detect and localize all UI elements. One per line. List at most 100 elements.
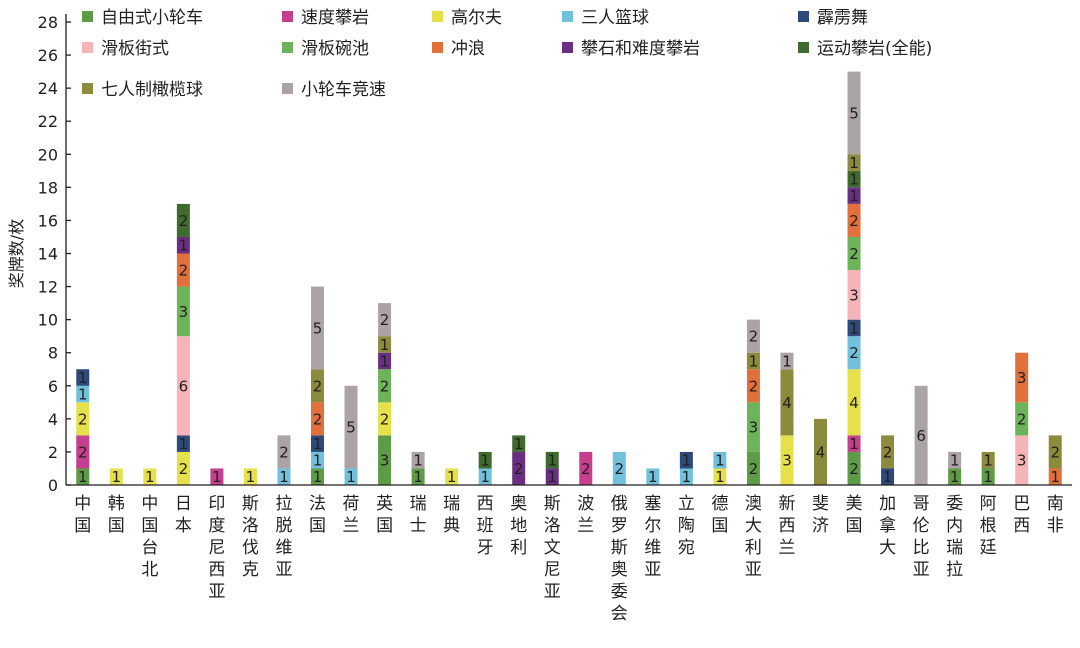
- bar-segment: [847, 154, 861, 171]
- bar-segment: [981, 451, 995, 469]
- bar-segment: [746, 319, 760, 353]
- bar-segment: [948, 468, 962, 485]
- y-tick-label: 4: [48, 410, 58, 429]
- bar-segment: [579, 451, 593, 485]
- bar-segment: [411, 468, 425, 485]
- bar-segment: [981, 468, 995, 485]
- bar-segment: [176, 336, 190, 436]
- data-label: 1: [715, 452, 725, 470]
- x-tick-label: 中国台北: [141, 494, 158, 580]
- data-label: 4: [782, 394, 792, 412]
- bar-segment: [378, 336, 392, 353]
- bar-segment: [311, 286, 324, 370]
- data-label: 2: [380, 311, 390, 329]
- bar-segment: [881, 435, 895, 469]
- data-label: 1: [179, 237, 189, 255]
- x-tick-label: 委内瑞拉: [946, 494, 963, 580]
- data-label: 1: [983, 452, 993, 470]
- x-tick-label: 波兰: [577, 494, 594, 536]
- x-tick-label: 英国: [376, 494, 393, 536]
- data-label: 1: [1050, 468, 1060, 486]
- data-label: 2: [279, 443, 289, 461]
- data-label: 2: [1017, 410, 1027, 428]
- data-label: 1: [145, 468, 155, 486]
- data-label: 1: [112, 468, 122, 486]
- data-label: 1: [782, 352, 792, 370]
- data-label: 1: [682, 468, 692, 486]
- data-label: 1: [380, 352, 390, 370]
- data-label: 1: [480, 468, 490, 486]
- y-tick-label: 16: [38, 211, 58, 230]
- x-tick-label: 美国: [846, 494, 863, 536]
- bar-segment: [311, 402, 324, 436]
- data-label: 1: [480, 452, 490, 470]
- data-label: 1: [983, 468, 993, 486]
- data-label: 1: [346, 468, 356, 486]
- bar-segment: [1015, 352, 1029, 403]
- bar-segment: [109, 468, 123, 485]
- bar-segment: [847, 270, 861, 320]
- legend-swatch: [282, 11, 293, 22]
- bar-segment: [311, 369, 324, 403]
- data-label: 1: [883, 468, 893, 486]
- bar-segment: [847, 71, 861, 155]
- bar-segment: [746, 369, 760, 403]
- bar-segment: [1048, 468, 1062, 485]
- bar-segment: [1015, 402, 1029, 436]
- bar-segment: [780, 435, 794, 485]
- data-label: 2: [849, 460, 859, 478]
- bar-segment: [847, 203, 861, 237]
- bar-segment: [847, 187, 861, 204]
- data-label: 1: [849, 171, 859, 189]
- bar-segment: [277, 435, 291, 469]
- x-tick-label: 拉脱维亚: [275, 494, 292, 580]
- data-label: 1: [78, 468, 88, 486]
- bar-segment: [243, 468, 257, 485]
- bar-segment: [914, 385, 928, 485]
- data-label: 4: [816, 443, 826, 461]
- data-label: 5: [313, 319, 323, 337]
- data-label: 2: [78, 443, 88, 461]
- bar-segment: [780, 352, 794, 370]
- legend-swatch: [82, 42, 93, 53]
- y-tick-label: 24: [38, 79, 58, 98]
- x-tick-label: 新西兰: [778, 494, 795, 558]
- data-label: 2: [78, 410, 88, 428]
- data-label: 3: [380, 452, 390, 470]
- bar-segment: [679, 451, 693, 469]
- data-label: 2: [581, 460, 591, 478]
- bar-segment: [847, 170, 861, 188]
- x-tick-label: 西班牙: [477, 494, 494, 558]
- bar-segment: [1015, 435, 1029, 485]
- bar-segment: [378, 369, 392, 403]
- x-tick-label: 哥伦比亚: [913, 494, 930, 580]
- legend-swatch: [282, 83, 293, 94]
- data-label: 1: [547, 468, 557, 486]
- data-label: 3: [1017, 369, 1027, 387]
- bar-segment: [378, 435, 392, 485]
- data-label: 1: [447, 468, 457, 486]
- bar-segment: [176, 236, 190, 254]
- legend-label: 速度攀岩: [301, 8, 369, 28]
- data-label: 2: [749, 328, 759, 346]
- data-label: 1: [682, 452, 692, 470]
- bar-segment: [76, 369, 90, 386]
- legend-label: 冲浪: [451, 39, 485, 59]
- bar-segment: [746, 402, 760, 452]
- data-label: 6: [916, 427, 926, 445]
- x-tick-label: 斯洛伐克: [242, 494, 259, 580]
- data-label: 1: [78, 386, 88, 404]
- bar-segment: [847, 451, 861, 485]
- bar-segment: [1048, 435, 1062, 469]
- x-tick-label: 印度尼西亚: [208, 494, 225, 602]
- data-label: 2: [749, 460, 759, 478]
- x-tick-label: 俄罗斯奥委会: [611, 494, 628, 624]
- y-axis-label: 奖牌数/枚: [7, 219, 26, 288]
- bar-segment: [176, 435, 190, 452]
- data-label: 2: [179, 460, 189, 478]
- bar-segment: [176, 253, 190, 287]
- bar-segment: [713, 451, 727, 469]
- legend-swatch: [282, 42, 293, 53]
